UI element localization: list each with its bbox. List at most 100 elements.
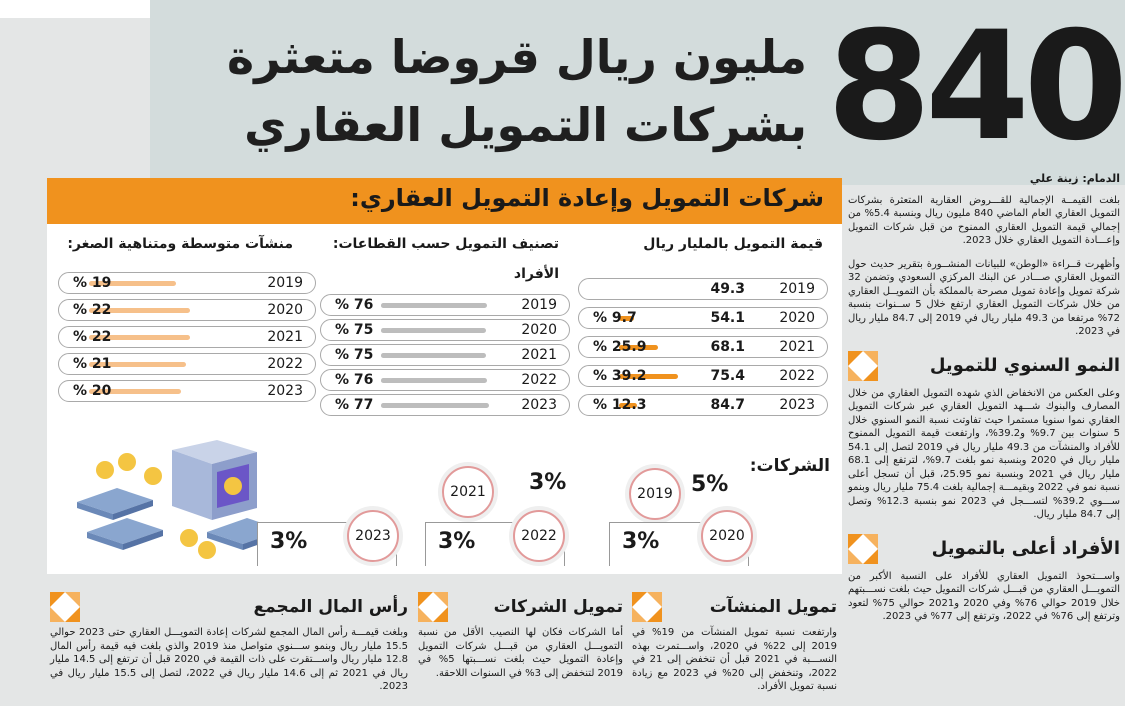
share-bar	[381, 403, 489, 408]
funding-value: 68.1	[710, 339, 745, 355]
enterprises-header: تمويل المنشآت	[632, 590, 837, 626]
year-label: 2019	[521, 297, 557, 313]
funding-value: 49.3	[710, 281, 745, 297]
capital-text: وبلغت قيمـــة رأس المال المجمع لشركات إع…	[50, 627, 409, 692]
year-label: 2021	[267, 329, 303, 345]
companies-pct-2019: 5%	[691, 472, 729, 497]
share-pct: % 77	[335, 397, 374, 413]
year-label: 2020	[779, 310, 815, 326]
sme-pct: % 19	[73, 275, 112, 291]
companies-column: تمويل الشركات أما الشركات فكان لها النصي…	[418, 590, 623, 702]
companies-pct-2021: 3%	[529, 470, 567, 495]
year-label: 2022	[521, 372, 557, 388]
growth-pct: % 12.3	[593, 397, 647, 413]
sme-row-2022: 2022 % 21	[58, 353, 316, 375]
growth-section-title: النمو السنوي للتمويل	[929, 354, 1120, 376]
growth-section-header: النمو السنوي للتمويل	[848, 349, 1120, 383]
year-label: 2021	[521, 347, 557, 363]
year-label: 2022	[779, 368, 815, 384]
enterprises-column: تمويل المنشآت وارتفعت نسبة تمويل المنشآت…	[632, 590, 837, 702]
growth-bar	[619, 316, 634, 321]
capital-title: رأس المال المجمع	[253, 597, 408, 618]
infographic-banner: شركات التمويل وإعادة التمويل العقاري:	[47, 178, 842, 224]
individuals-row-2023: 2023 % 77	[320, 394, 570, 416]
sme-row-2021: 2021 % 22	[58, 326, 316, 348]
capital-header: رأس المال المجمع	[50, 590, 408, 626]
growth-bar	[619, 403, 638, 408]
sme-row-2019: 2019 % 19	[58, 272, 316, 294]
share-pct: % 75	[335, 322, 374, 338]
year-label: 2019	[267, 275, 303, 291]
enterprises-text: وارتفعت نسبة تمويل المنشآت من 19% في 201…	[632, 627, 837, 692]
companies-title: تمويل الشركات	[493, 597, 623, 618]
top-white-strip	[0, 0, 150, 18]
year-label: 2021	[779, 339, 815, 355]
year-badge-2023: 2023	[347, 510, 399, 562]
individuals-section-title: الأفراد أعلى بالتمويل	[931, 537, 1120, 559]
year-badge-2021: 2021	[442, 466, 494, 518]
share-bar	[381, 353, 486, 358]
funding-row-2021: 2021 68.1 % 25.9	[578, 336, 828, 358]
section-marker-icon	[848, 350, 878, 386]
bottom-white-strip	[0, 706, 1125, 724]
share-bar	[381, 378, 488, 383]
sme-row-2023: 2023 % 20	[58, 380, 316, 402]
year-label: 2023	[521, 397, 557, 413]
sme-title: منشآت متوسطة ومتناهية الصغر:	[67, 236, 293, 252]
year-label: 2019	[779, 281, 815, 297]
year-badge-2020: 2020	[701, 510, 753, 562]
companies-label: الشركات:	[749, 456, 830, 476]
sme-bar	[89, 389, 181, 394]
funding-value-title: قيمة التمويل بالمليار ريال	[643, 236, 823, 252]
sme-bar	[89, 308, 191, 313]
year-label: 2020	[267, 302, 303, 318]
individuals-section-text: واســـتحوذ التمويل العقاري للأفراد على ا…	[848, 570, 1120, 623]
enterprises-title: تمويل المنشآت	[709, 597, 837, 618]
funding-row-2022: 2022 75.4 % 39.2	[578, 365, 828, 387]
share-pct: % 76	[335, 297, 374, 313]
growth-bar	[619, 345, 658, 350]
growth-pct: % 9.7	[593, 310, 637, 326]
growth-bar	[619, 374, 678, 379]
header-band	[150, 0, 1125, 185]
individuals-row-2022: 2022 % 76	[320, 369, 570, 391]
share-pct: % 76	[335, 372, 374, 388]
money-safe-illustration	[77, 440, 283, 559]
companies-pct-2023: 3%	[270, 529, 308, 554]
sme-bar	[89, 335, 191, 340]
funding-row-2019: 2019 49.3	[578, 278, 828, 300]
individuals-row-2021: 2021 % 75	[320, 344, 570, 366]
year-label: 2023	[779, 397, 815, 413]
individuals-row-2020: 2020 % 75	[320, 319, 570, 341]
individuals-subtitle: الأفراد	[513, 266, 559, 282]
companies-text: أما الشركات فكان لها النصيب الأقل من نسب…	[418, 627, 623, 679]
year-badge-2019: 2019	[629, 468, 681, 520]
companies-area: الشركات: 2019 5% 2021 3% 3% 2020 3% 2022…	[47, 440, 842, 574]
sme-pct: % 21	[73, 356, 112, 372]
individuals-section-header: الأفراد أعلى بالتمويل	[848, 532, 1120, 566]
funding-row-2023: 2023 84.7 % 12.3	[578, 394, 828, 416]
sme-row-2020: 2020 % 22	[58, 299, 316, 321]
intro-paragraph-2: وأظهرت قــراءة «الوطن» للبيانات المنشــو…	[848, 258, 1120, 338]
growth-pct: % 25.9	[593, 339, 647, 355]
article-column: الدمام: زينة علي بلغت القيمــة الإجمالية…	[848, 172, 1120, 702]
sme-bar	[89, 281, 177, 286]
year-label: 2023	[267, 383, 303, 399]
year-badge-2022: 2022	[513, 510, 565, 562]
growth-pct: % 39.2	[593, 368, 647, 384]
year-label: 2022	[267, 356, 303, 372]
share-pct: % 75	[335, 347, 374, 363]
year-label: 2020	[521, 322, 557, 338]
share-bar	[381, 303, 488, 308]
funding-value: 75.4	[710, 368, 745, 384]
share-bar	[381, 328, 486, 333]
funding-value: 84.7	[710, 397, 745, 413]
companies-pct-2022: 3%	[438, 529, 476, 554]
capital-column: رأس المال المجمع وبلغت قيمـــة رأس المال…	[50, 590, 408, 702]
sme-bar	[89, 362, 186, 367]
companies-header: تمويل الشركات	[418, 590, 623, 626]
section-marker-icon	[50, 592, 80, 627]
headline-number: 840	[826, 0, 1125, 174]
funding-row-2020: 2020 54.1 % 9.7	[578, 307, 828, 329]
